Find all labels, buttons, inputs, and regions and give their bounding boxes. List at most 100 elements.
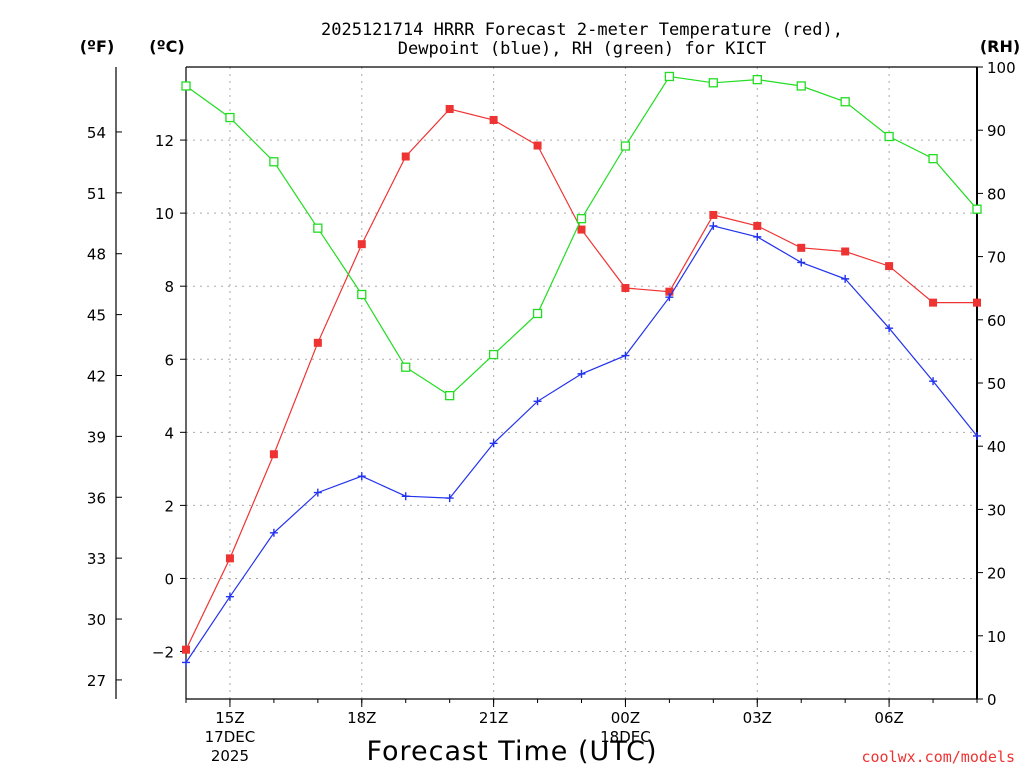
celsius-tick-label: −2 xyxy=(152,644,174,662)
x-tick-label: 03Z xyxy=(743,709,772,727)
data-point-dewpoint xyxy=(665,293,674,302)
data-point-rh xyxy=(928,153,938,164)
celsius-tick-label: 6 xyxy=(164,351,174,369)
x-tick-label: 18Z xyxy=(347,709,376,727)
celsius-tick-label: 2 xyxy=(164,497,174,515)
data-point-rh xyxy=(972,204,982,214)
series-rh xyxy=(181,71,982,401)
rh-unit-label: (RH) xyxy=(980,37,1020,56)
data-point-rh xyxy=(664,71,675,82)
data-series xyxy=(181,71,982,667)
celsius-tick-label: 0 xyxy=(164,570,174,588)
data-point-dewpoint xyxy=(973,431,981,440)
data-point-temperature xyxy=(269,450,278,459)
x-tick-label: 18DEC xyxy=(600,728,651,746)
data-point-temperature xyxy=(973,298,981,307)
data-point-rh xyxy=(313,223,323,233)
data-point-dewpoint xyxy=(357,472,366,481)
celsius-tick-label: 12 xyxy=(155,132,174,150)
rh-tick-label: 60 xyxy=(987,312,1006,330)
data-point-rh xyxy=(708,78,718,88)
data-point-dewpoint xyxy=(841,274,850,283)
data-point-rh xyxy=(401,362,411,372)
data-point-dewpoint xyxy=(797,258,806,267)
data-point-rh xyxy=(181,81,191,91)
data-point-temperature xyxy=(357,240,366,249)
data-point-dewpoint xyxy=(885,324,894,333)
chart-title-line-1: 2025121714 HRRR Forecast 2-meter Tempera… xyxy=(321,20,843,40)
rh-tick-label: 0 xyxy=(987,691,997,709)
data-point-dewpoint xyxy=(621,351,630,360)
rh-tick-label: 40 xyxy=(987,438,1006,456)
data-point-temperature xyxy=(489,115,498,124)
data-point-temperature xyxy=(929,298,938,307)
fahrenheit-tick-label: 54 xyxy=(87,124,106,142)
x-tick-label: 15Z xyxy=(215,709,244,727)
data-point-temperature xyxy=(885,262,894,271)
data-point-dewpoint xyxy=(445,494,454,503)
data-point-rh xyxy=(840,97,850,107)
data-point-temperature xyxy=(841,247,850,256)
data-point-temperature xyxy=(313,338,322,347)
series-dewpoint xyxy=(182,221,981,667)
data-point-temperature xyxy=(577,225,586,234)
data-point-dewpoint xyxy=(489,439,498,448)
data-point-temperature xyxy=(182,645,190,654)
data-point-rh xyxy=(884,131,894,142)
data-point-rh xyxy=(796,81,806,91)
x-tick-label: 06Z xyxy=(874,709,903,727)
x-tick-label: 21Z xyxy=(479,709,508,727)
data-point-temperature xyxy=(401,152,410,161)
source-credit: coolwx.com/models xyxy=(861,748,1015,766)
rh-tick-label: 20 xyxy=(987,565,1006,583)
fahrenheit-tick-label: 27 xyxy=(87,672,106,690)
data-point-dewpoint xyxy=(533,397,542,406)
data-point-rh xyxy=(225,112,235,123)
gridlines xyxy=(186,67,977,699)
celsius-tick-label: 10 xyxy=(155,205,174,223)
data-point-temperature xyxy=(797,243,806,252)
data-point-temperature xyxy=(445,105,454,114)
data-point-temperature xyxy=(753,221,762,230)
data-point-dewpoint xyxy=(225,592,234,601)
rh-tick-label: 80 xyxy=(987,185,1006,203)
fahrenheit-tick-label: 48 xyxy=(87,246,106,264)
chart-title-line-2: Dewpoint (blue), RH (green) for KICT xyxy=(398,39,766,59)
data-point-dewpoint xyxy=(313,488,322,497)
data-point-dewpoint xyxy=(753,232,762,241)
x-tick-label: 17DEC xyxy=(205,728,256,746)
data-point-dewpoint xyxy=(577,369,586,378)
rh-tick-label: 70 xyxy=(987,249,1006,267)
data-point-rh xyxy=(532,308,543,319)
fahrenheit-tick-label: 36 xyxy=(87,489,106,507)
x-tick-label: 00Z xyxy=(611,709,640,727)
celsius-tick-label: 4 xyxy=(164,424,174,442)
rh-tick-label: 100 xyxy=(987,59,1016,77)
data-point-rh xyxy=(576,214,587,224)
x-tick-label: 2025 xyxy=(211,747,249,765)
data-point-rh xyxy=(269,157,279,167)
series-line-temperature xyxy=(185,108,977,650)
data-point-dewpoint xyxy=(182,658,190,667)
celsius-tick-label: 8 xyxy=(164,278,174,296)
data-point-temperature xyxy=(709,210,718,219)
data-point-rh xyxy=(488,349,499,360)
chart-axes: −2 0 2 4 6 8 10 12 27 30 33 36 39 42 45 48 51 54 0 10 20 30 40… xyxy=(87,59,1016,765)
data-point-dewpoint xyxy=(401,492,410,501)
data-point-temperature xyxy=(533,141,542,150)
data-point-temperature xyxy=(621,284,630,293)
data-point-rh xyxy=(620,141,631,151)
fahrenheit-tick-label: 45 xyxy=(87,307,106,325)
data-point-rh xyxy=(752,74,762,85)
data-point-temperature xyxy=(665,287,674,296)
rh-tick-label: 90 xyxy=(987,122,1006,140)
series-line-dewpoint xyxy=(185,225,978,663)
data-point-rh xyxy=(445,390,455,401)
data-point-dewpoint xyxy=(269,528,278,537)
series-line-rh xyxy=(185,75,978,397)
fahrenheit-tick-label: 39 xyxy=(87,428,106,446)
fahrenheit-tick-label: 51 xyxy=(87,185,106,203)
rh-tick-label: 30 xyxy=(987,501,1006,519)
fahrenheit-tick-label: 33 xyxy=(87,550,106,568)
